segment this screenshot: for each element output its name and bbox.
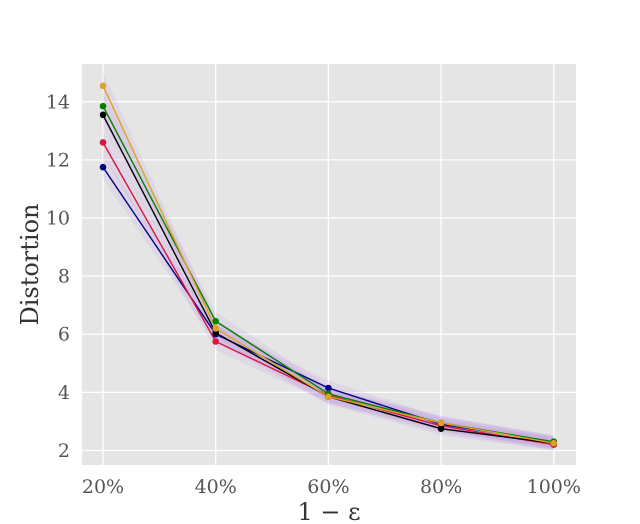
- y-tick-label: 14: [46, 91, 70, 113]
- data-point: [437, 419, 445, 427]
- x-tick-label: 60%: [307, 476, 349, 498]
- data-point: [437, 425, 445, 432]
- data-point: [212, 325, 219, 332]
- y-tick-label: 8: [58, 266, 70, 288]
- y-tick-label: 6: [58, 324, 70, 346]
- y-axis-label: Distortion: [16, 203, 44, 325]
- data-point: [212, 338, 219, 345]
- y-tick-labels: 2 4 6 8 10 12 14: [46, 91, 70, 462]
- data-point: [550, 439, 558, 447]
- grid-lines: [82, 64, 576, 465]
- confidence-band: [103, 92, 554, 449]
- x-tick-labels: 20% 40% 60% 80% 100%: [82, 476, 581, 498]
- x-tick-label: 80%: [420, 476, 462, 498]
- data-point: [99, 163, 107, 171]
- data-point: [325, 393, 332, 401]
- y-tick-label: 12: [46, 149, 70, 171]
- series-points: [99, 82, 558, 448]
- data-point: [325, 384, 332, 392]
- y-tick-label: 10: [46, 208, 70, 230]
- data-point: [212, 317, 219, 325]
- x-axis-label: 1 − ε: [297, 498, 360, 524]
- y-tick-label: 4: [58, 382, 70, 404]
- x-tick-label: 20%: [82, 476, 124, 498]
- data-point: [99, 111, 107, 119]
- data-point: [99, 102, 107, 110]
- x-tick-label: 40%: [195, 476, 237, 498]
- x-tick-label: 100%: [527, 476, 581, 498]
- y-tick-label: 2: [58, 440, 70, 462]
- data-point: [99, 139, 107, 146]
- data-point: [99, 82, 107, 90]
